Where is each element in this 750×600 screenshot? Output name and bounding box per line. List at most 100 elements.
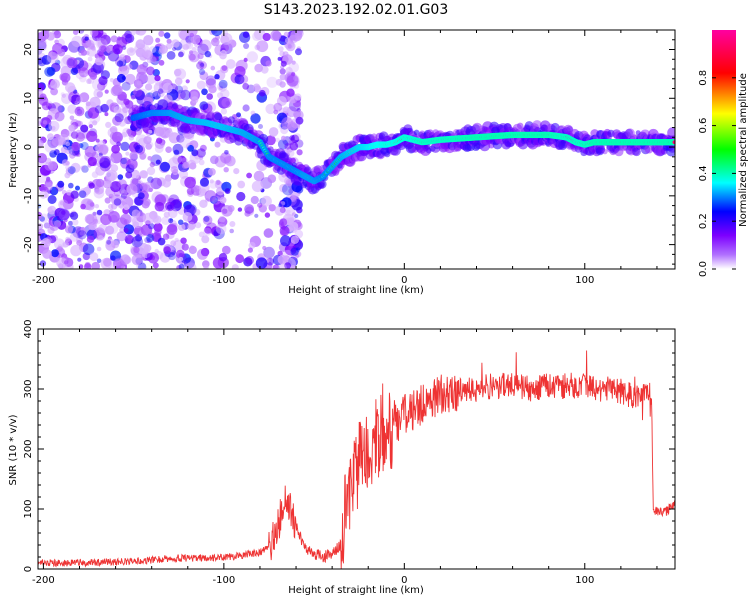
spectrogram-noise-blob [38, 46, 43, 55]
spectrogram-x-tick-label: -100 [213, 275, 236, 286]
spectrogram-noise-blob [143, 181, 154, 193]
snr-y-tick-label: 300 [23, 379, 34, 398]
spectrogram-noise-blob [122, 106, 129, 114]
spectrogram-noise-blob [131, 178, 139, 185]
spectrogram-noise-blob [120, 189, 128, 196]
spectrogram-noise-blob [140, 224, 153, 236]
spectrogram-frame [37, 29, 676, 270]
spectrogram-noise-blob [143, 49, 152, 59]
spectrogram-noise-blob [60, 146, 68, 154]
spectrogram-noise-blob [57, 244, 63, 250]
spectrogram-noise-blob [112, 84, 123, 96]
colorbar-tick-label: 0.6 [698, 118, 709, 134]
spectrogram-noise-blob [263, 228, 274, 238]
spectrogram-noise-blob [235, 59, 248, 72]
spectrogram-noise-blob [279, 68, 286, 75]
spectrogram-noise-blob [154, 228, 162, 236]
spectrogram-noise-blob [121, 81, 131, 91]
spectrogram-noise-blob [62, 241, 69, 248]
spectrogram-noise-blob [69, 115, 75, 121]
spectrogram-noise-blob [276, 96, 287, 106]
spectrogram-noise-blob [259, 89, 266, 97]
spectrogram-noise-blob [111, 144, 120, 154]
spectrogram-noise-blob [218, 253, 228, 262]
spectrogram-noise-blob [100, 34, 111, 46]
spectrogram-noise-blob [76, 239, 82, 246]
spectrogram-noise-blob [243, 257, 253, 267]
spectrogram-noise-blob [254, 213, 259, 218]
spectrogram-noise-blob [155, 159, 161, 165]
spectrogram-noise-blob [180, 137, 191, 149]
spectrogram-noise-blob [279, 207, 286, 214]
spectrogram-noise-blob [140, 171, 149, 179]
spectrogram-noise-blob [47, 101, 53, 107]
spectrogram-noise-blob [170, 249, 176, 256]
spectrogram-noise-blob [78, 190, 87, 198]
spectrogram-noise-blob [150, 90, 158, 97]
spectrogram-noise-blob [39, 93, 47, 101]
spectrogram-noise-blob [165, 201, 175, 212]
spectrogram-noise-blob [291, 60, 296, 65]
spectrogram-noise-blob [285, 67, 293, 75]
spectrogram-y-tick-label: -20 [23, 236, 34, 252]
spectrogram-noise-blob [225, 59, 236, 69]
spectrogram-noise-blob [146, 234, 155, 243]
spectrogram-noise-blob [147, 156, 152, 161]
spectrogram-noise-blob [270, 30, 282, 42]
spectrogram-noise-blob [174, 237, 179, 243]
spectrogram-noise-blob [245, 206, 255, 216]
spectrogram-noise-blob [44, 66, 55, 77]
spectrogram-noise-blob [265, 135, 276, 146]
spectrogram-noise-blob [127, 235, 133, 241]
spectrogram-noise-blob [253, 170, 265, 182]
spectrogram-noise-blob [219, 196, 227, 204]
spectrogram-noise-blob [100, 258, 112, 269]
spectrogram-noise-blob [123, 204, 130, 211]
spectrogram-y-tick-label: 10 [23, 92, 34, 105]
spectrogram-noise-blob [279, 225, 290, 236]
spectrogram-noise-blob [289, 141, 299, 151]
spectrogram-noise-blob [110, 181, 122, 193]
spectrogram-noise-blob [148, 222, 155, 230]
spectrogram-noise-blob [220, 43, 229, 52]
spectrogram-noise-blob [291, 199, 303, 211]
spectrogram-noise-blob [129, 160, 138, 169]
spectrogram-noise-blob [213, 227, 225, 240]
snr-y-tick-label: 0 [23, 566, 34, 572]
spectrogram-noise-blob [234, 74, 245, 85]
spectrogram-noise-blob [252, 31, 262, 42]
spectrogram-noise-blob [203, 216, 210, 222]
spectrogram-ridge-halo [290, 158, 296, 164]
spectrogram-noise-blob [287, 44, 292, 49]
spectrogram-noise-blob [187, 223, 195, 231]
spectrogram-noise-blob [58, 208, 70, 221]
spectrogram-noise-blob [104, 197, 111, 204]
spectrogram-ridge-halo [602, 149, 608, 155]
spectrogram-noise-blob [126, 183, 138, 195]
spectrogram-noise-blob [239, 74, 249, 84]
spectrogram-noise-blob [156, 137, 163, 144]
spectrogram-noise-blob [158, 59, 165, 66]
spectrogram-noise-blob [131, 235, 143, 248]
colorbar-tick-label: 0.2 [698, 213, 709, 229]
spectrogram-noise-blob [162, 178, 172, 188]
spectrogram-noise-blob [280, 60, 287, 67]
spectrogram-noise-blob [98, 223, 108, 234]
spectrogram-noise-blob [211, 226, 222, 237]
spectrogram-noise-blob [196, 61, 205, 70]
spectrogram-noise-blob [229, 228, 234, 234]
spectrogram-noise-blob [62, 198, 74, 210]
spectrogram-noise-blob [65, 82, 76, 93]
spectrogram-noise-blob [162, 82, 173, 94]
spectrogram-noise-blob [236, 112, 241, 118]
spectrogram-noise-blob [273, 102, 283, 112]
spectrogram-ridge-core [672, 140, 675, 144]
spectrogram-noise-blob [152, 262, 159, 269]
spectrogram-noise-blob [98, 50, 104, 57]
spectrogram-noise-blob [221, 65, 228, 71]
spectrogram-noise-blob [94, 143, 102, 151]
spectrogram-noise-blob [250, 195, 259, 205]
spectrogram-noise-blob [262, 32, 271, 42]
spectrogram-noise-blob [105, 121, 112, 128]
